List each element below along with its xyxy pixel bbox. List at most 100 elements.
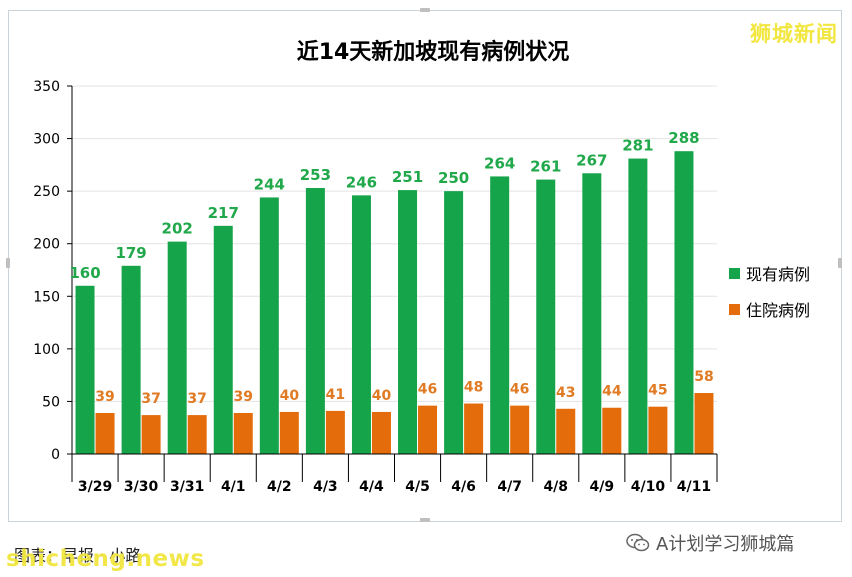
- bar-hospitalized-cases[interactable]: [325, 410, 345, 454]
- chart-frame: 近14天新加坡现有病例状况 0 50 100 150 200 250 300 350 160 3…: [8, 10, 842, 522]
- y-axis: 0 50 100 150 200 250 300 350: [33, 79, 73, 463]
- bar-current-cases[interactable]: [628, 158, 648, 454]
- bar-current-cases[interactable]: [444, 191, 464, 454]
- data-label-current-cases: 246: [346, 173, 377, 191]
- y-tick-label: 150: [33, 289, 60, 305]
- data-label-current-cases: 288: [668, 129, 699, 147]
- bar-chart: 近14天新加坡现有病例状况 0 50 100 150 200 250 300 350 160 3…: [33, 39, 810, 495]
- x-tick-label: 4/10: [631, 479, 666, 495]
- data-label-hospitalized-cases: 40: [280, 388, 300, 404]
- bar-hospitalized-cases[interactable]: [279, 411, 299, 454]
- x-tick-label: 4/3: [313, 479, 338, 495]
- data-label-hospitalized-cases: 37: [187, 391, 206, 407]
- data-label-hospitalized-cases: 39: [234, 389, 253, 405]
- bar-current-cases[interactable]: [398, 190, 418, 454]
- bar-hospitalized-cases[interactable]: [510, 405, 530, 454]
- bar-current-cases[interactable]: [121, 265, 141, 454]
- bar-hospitalized-cases[interactable]: [233, 412, 253, 454]
- wechat-account-name: A计划学习狮城篇: [656, 534, 795, 555]
- y-tick-label: 50: [42, 394, 60, 410]
- data-label-current-cases: 267: [576, 151, 607, 169]
- x-tick-label: 3/29: [78, 479, 112, 495]
- bar-hospitalized-cases[interactable]: [694, 393, 714, 454]
- y-tick-label: 250: [33, 184, 60, 200]
- y-tick-label: 0: [51, 447, 60, 463]
- data-label-hospitalized-cases: 48: [464, 380, 483, 396]
- y-tick-label: 100: [33, 342, 60, 358]
- data-label-hospitalized-cases: 40: [372, 388, 392, 404]
- wechat-account: A计划学习狮城篇: [626, 530, 794, 556]
- bar-current-cases[interactable]: [167, 241, 187, 454]
- x-tick-label: 4/1: [221, 479, 246, 495]
- frame-handle-left[interactable]: [6, 258, 10, 268]
- y-tick-label: 350: [33, 79, 60, 95]
- wechat-icon: [626, 533, 650, 553]
- y-tick-label: 200: [33, 237, 60, 253]
- data-label-hospitalized-cases: 46: [418, 382, 437, 398]
- x-tick-label: 4/2: [267, 479, 292, 495]
- data-labels: 160 39 179 37 202 37 217 39 244 40 253 41 246 40 251 46…: [69, 129, 713, 407]
- bars: [75, 151, 714, 455]
- frame-handle-bottom[interactable]: [420, 518, 430, 522]
- data-label-current-cases: 250: [438, 169, 469, 187]
- bar-current-cases[interactable]: [351, 195, 371, 454]
- x-tick-label: 4/11: [677, 479, 711, 495]
- x-tick-label: 4/4: [359, 479, 384, 495]
- data-label-current-cases: 179: [115, 244, 146, 262]
- bar-hospitalized-cases[interactable]: [418, 405, 438, 454]
- x-tick-label: 4/5: [405, 479, 430, 495]
- data-label-hospitalized-cases: 45: [648, 383, 667, 399]
- x-tick-label: 4/8: [543, 479, 568, 495]
- chart-title: 近14天新加坡现有病例状况: [297, 39, 570, 65]
- bar-hospitalized-cases[interactable]: [464, 403, 484, 454]
- bar-current-cases[interactable]: [674, 151, 694, 454]
- bar-current-cases[interactable]: [582, 173, 602, 455]
- frame-handle-top[interactable]: [420, 8, 430, 12]
- data-label-current-cases: 160: [69, 264, 100, 282]
- bar-current-cases[interactable]: [213, 225, 233, 454]
- x-axis: 3/29 3/30 3/31 4/1 4/2 4/3 4/4 4/5 4/6 4/7 4/8 4/9 4…: [71, 453, 718, 495]
- bar-current-cases[interactable]: [259, 197, 279, 455]
- bar-hospitalized-cases[interactable]: [141, 415, 161, 454]
- data-label-hospitalized-cases: 39: [95, 389, 114, 405]
- bar-current-cases[interactable]: [305, 187, 325, 454]
- bar-hospitalized-cases[interactable]: [371, 411, 391, 454]
- data-label-hospitalized-cases: 44: [602, 384, 622, 400]
- data-label-current-cases: 261: [530, 158, 561, 176]
- brand-logo: 狮城新闻: [750, 22, 838, 46]
- data-label-current-cases: 217: [208, 204, 239, 222]
- bar-hospitalized-cases[interactable]: [648, 406, 668, 454]
- data-label-current-cases: 244: [254, 175, 285, 193]
- data-label-current-cases: 202: [162, 220, 193, 238]
- legend-swatch: [729, 268, 740, 279]
- bar-current-cases[interactable]: [490, 176, 510, 454]
- bar-hospitalized-cases[interactable]: [602, 407, 622, 454]
- bar-hospitalized-cases[interactable]: [556, 408, 576, 454]
- y-tick-label: 300: [33, 132, 60, 148]
- x-tick-label: 4/9: [590, 479, 615, 495]
- data-label-hospitalized-cases: 41: [326, 387, 345, 403]
- data-label-current-cases: 264: [484, 154, 515, 172]
- legend-label: 现有病例: [746, 265, 810, 284]
- x-tick-label: 4/7: [497, 479, 522, 495]
- data-label-hospitalized-cases: 37: [141, 391, 160, 407]
- bar-hospitalized-cases[interactable]: [187, 415, 207, 454]
- data-label-current-cases: 281: [622, 137, 653, 155]
- watermark: shicheng.news: [6, 546, 205, 572]
- x-tick-label: 4/6: [451, 479, 476, 495]
- chart-credit: 图表：早报 · 小路: [14, 546, 142, 565]
- data-label-hospitalized-cases: 43: [556, 385, 575, 401]
- legend-swatch: [729, 304, 740, 315]
- data-label-current-cases: 251: [392, 168, 423, 186]
- frame-handle-right[interactable]: [838, 258, 842, 268]
- bar-hospitalized-cases[interactable]: [95, 412, 115, 454]
- bar-current-cases[interactable]: [536, 179, 556, 454]
- data-label-current-cases: 253: [300, 166, 331, 184]
- legend-label: 住院病例: [746, 301, 810, 320]
- bar-current-cases[interactable]: [75, 285, 95, 454]
- data-label-hospitalized-cases: 46: [510, 382, 529, 398]
- x-tick-label: 3/31: [170, 479, 204, 495]
- x-tick-label: 3/30: [124, 479, 159, 495]
- data-label-hospitalized-cases: 58: [694, 369, 713, 385]
